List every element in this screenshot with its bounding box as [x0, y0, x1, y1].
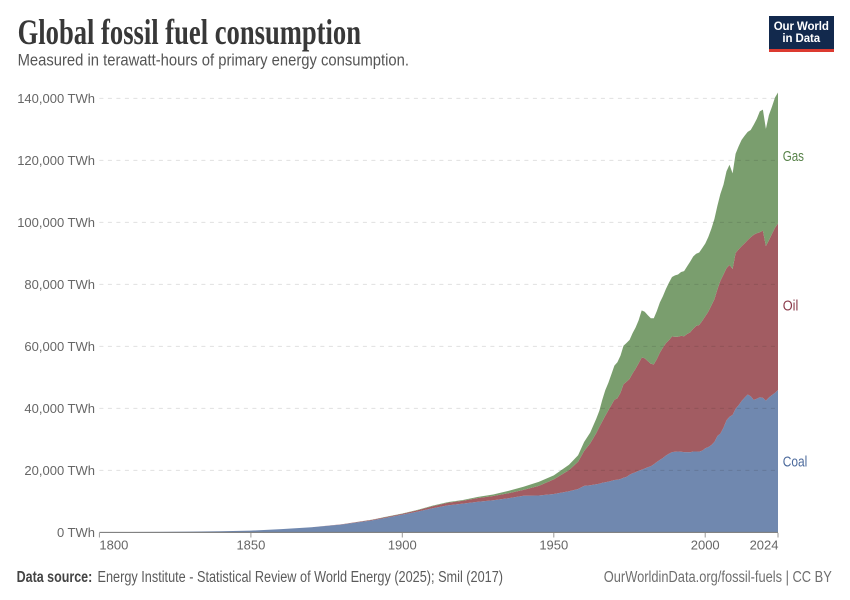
svg-text:120,000 TWh: 120,000 TWh [17, 153, 95, 168]
svg-text:Global fossil fuel consumption: Global fossil fuel consumption [18, 12, 361, 52]
svg-text:Gas: Gas [783, 149, 804, 165]
svg-text:0 TWh: 0 TWh [57, 525, 95, 540]
svg-text:20,000 TWh: 20,000 TWh [24, 463, 95, 478]
svg-text:2000: 2000 [691, 538, 720, 553]
svg-text:80,000 TWh: 80,000 TWh [24, 277, 95, 292]
svg-text:60,000 TWh: 60,000 TWh [24, 339, 95, 354]
svg-text:Coal: Coal [783, 455, 808, 471]
svg-text:100,000 TWh: 100,000 TWh [17, 215, 95, 230]
svg-text:1900: 1900 [388, 538, 417, 553]
svg-text:40,000 TWh: 40,000 TWh [24, 401, 95, 416]
svg-text:1800: 1800 [99, 538, 128, 553]
svg-text:Measured in terawatt-hours of: Measured in terawatt-hours of primary en… [18, 51, 409, 70]
svg-text:1950: 1950 [539, 538, 568, 553]
svg-text:Oil: Oil [783, 299, 799, 315]
svg-text:2024: 2024 [750, 538, 779, 553]
svg-text:Energy Institute - Statistical: Energy Institute - Statistical Review of… [98, 569, 504, 586]
svg-text:Data source:: Data source: [17, 569, 93, 586]
svg-text:OurWorldinData.org/fossil-fuel: OurWorldinData.org/fossil-fuels | CC BY [604, 569, 832, 586]
svg-text:1850: 1850 [236, 538, 265, 553]
svg-text:140,000 TWh: 140,000 TWh [17, 91, 95, 106]
